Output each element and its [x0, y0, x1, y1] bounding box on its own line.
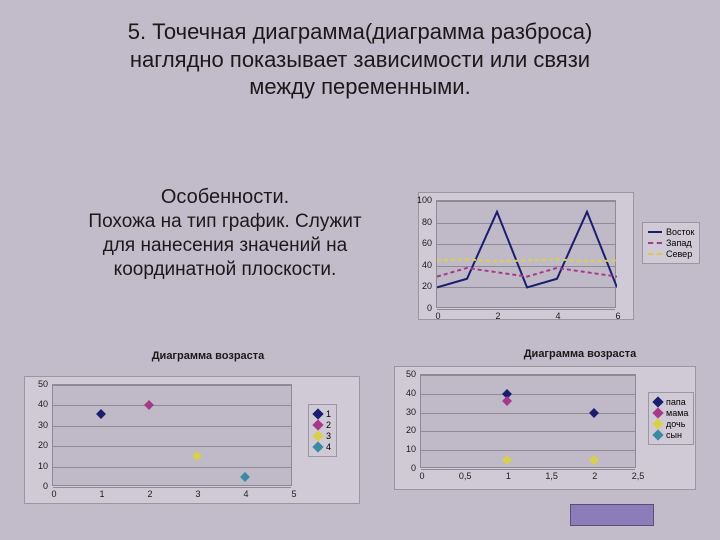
scatter-right-xlabel: 2,5 — [628, 471, 648, 481]
purple-box — [570, 504, 654, 526]
scatter-left-point — [192, 451, 202, 461]
scatter-right-ylabel: 50 — [398, 369, 416, 379]
scatter-left-ylabel: 10 — [30, 461, 48, 471]
scatter-left-ylabel: 50 — [30, 379, 48, 389]
scatter-left-legend-label: 1 — [326, 409, 331, 419]
scatter-left-ylabel: 40 — [30, 399, 48, 409]
line-chart-ylabel: 80 — [414, 217, 432, 227]
line-chart-legend: ВостокЗападСевер — [642, 222, 700, 264]
scatter-right-legend-label: дочь — [666, 419, 685, 429]
line-chart-xlabel: 2 — [488, 311, 508, 321]
scatter-left-xlabel: 3 — [188, 489, 208, 499]
scatter-left-point — [240, 472, 250, 482]
scatter-right-xlabel: 2 — [585, 471, 605, 481]
features-block: Особенности. Похожа на тип график. Служи… — [60, 185, 390, 281]
scatter-right-point — [589, 408, 599, 418]
scatter-right-title: Диаграмма возраста — [490, 348, 670, 360]
line-chart-ylabel: 60 — [414, 238, 432, 248]
scatter-left-point — [96, 409, 106, 419]
features-body-1: Похожа на тип график. Служит — [60, 210, 390, 234]
line-chart-lines — [437, 201, 617, 309]
line-chart-xlabel: 4 — [548, 311, 568, 321]
scatter-right-xlabel: 1 — [498, 471, 518, 481]
line-chart-legend-label: Запад — [666, 238, 692, 248]
scatter-right-legend: папамамадочьсын — [648, 392, 694, 445]
line-chart-ylabel: 100 — [414, 195, 432, 205]
slide-title: 5. Точечная диаграмма(диаграмма разброса… — [0, 0, 720, 107]
line-chart-ylabel: 20 — [414, 281, 432, 291]
features-body-3: координатной плоскости. — [60, 258, 390, 282]
line-chart-plot — [436, 200, 616, 308]
features-body-2: для нанесения значений на — [60, 234, 390, 258]
scatter-right-ylabel: 40 — [398, 388, 416, 398]
scatter-left-xlabel: 5 — [284, 489, 304, 499]
scatter-right-xlabel: 1,5 — [542, 471, 562, 481]
title-line-3: между переменными. — [40, 73, 680, 101]
scatter-left-plot — [52, 384, 292, 486]
scatter-right-point — [502, 455, 512, 465]
title-line-2: наглядно показывает зависимости или связ… — [40, 46, 680, 74]
scatter-left-point — [144, 400, 154, 410]
scatter-left-ylabel: 20 — [30, 440, 48, 450]
line-chart-xlabel: 6 — [608, 311, 628, 321]
line-chart-legend-label: Восток — [666, 227, 694, 237]
scatter-right-legend-label: мама — [666, 408, 688, 418]
scatter-right-point — [502, 396, 512, 406]
scatter-right-ylabel: 30 — [398, 407, 416, 417]
scatter-right-ylabel: 10 — [398, 444, 416, 454]
scatter-left-ylabel: 30 — [30, 420, 48, 430]
scatter-right-plot — [420, 374, 636, 468]
scatter-right-xlabel: 0,5 — [455, 471, 475, 481]
scatter-left-legend-label: 2 — [326, 420, 331, 430]
scatter-right-point — [589, 455, 599, 465]
scatter-left-legend-label: 3 — [326, 431, 331, 441]
title-line-1: 5. Точечная диаграмма(диаграмма разброса… — [40, 18, 680, 46]
line-chart-xlabel: 0 — [428, 311, 448, 321]
scatter-left-xlabel: 1 — [92, 489, 112, 499]
line-chart-ylabel: 40 — [414, 260, 432, 270]
scatter-left-legend: 1234 — [308, 404, 337, 457]
scatter-right-ylabel: 20 — [398, 425, 416, 435]
features-heading: Особенности. — [60, 185, 390, 210]
scatter-left-xlabel: 4 — [236, 489, 256, 499]
line-chart-legend-label: Север — [666, 249, 692, 259]
scatter-right-xlabel: 0 — [412, 471, 432, 481]
scatter-left-xlabel: 2 — [140, 489, 160, 499]
scatter-left-legend-label: 4 — [326, 442, 331, 452]
scatter-left-xlabel: 0 — [44, 489, 64, 499]
scatter-left-title: Диаграмма возраста — [118, 350, 298, 362]
scatter-right-legend-label: папа — [666, 397, 686, 407]
scatter-right-legend-label: сын — [666, 430, 682, 440]
